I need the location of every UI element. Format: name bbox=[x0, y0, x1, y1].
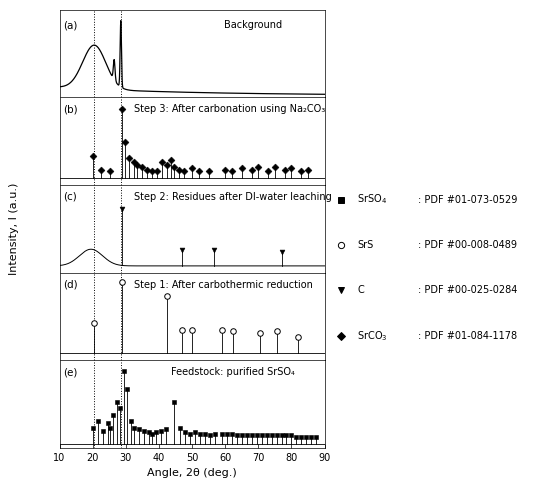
Text: SrS: SrS bbox=[357, 240, 373, 250]
Text: (e): (e) bbox=[63, 367, 78, 377]
Text: (d): (d) bbox=[63, 279, 78, 290]
Text: Step 3: After carbonation using Na₂CO₃: Step 3: After carbonation using Na₂CO₃ bbox=[134, 104, 325, 115]
Text: C: C bbox=[357, 285, 364, 296]
Text: : PDF #01-084-1178: : PDF #01-084-1178 bbox=[418, 331, 517, 341]
Text: (b): (b) bbox=[63, 104, 78, 115]
Text: SrCO$_3$: SrCO$_3$ bbox=[357, 329, 387, 343]
Text: Step 2: Residues after DI-water leaching: Step 2: Residues after DI-water leaching bbox=[134, 192, 332, 202]
X-axis label: Angle, 2θ (deg.): Angle, 2θ (deg.) bbox=[147, 468, 237, 478]
Text: SrSO$_4$: SrSO$_4$ bbox=[357, 193, 387, 207]
Text: (a): (a) bbox=[63, 20, 78, 31]
Text: (c): (c) bbox=[63, 192, 77, 202]
Text: Feedstock: purified SrSO₄: Feedstock: purified SrSO₄ bbox=[171, 367, 295, 377]
Text: Intensity, I (a.u.): Intensity, I (a.u.) bbox=[9, 183, 18, 275]
Text: Step 1: After carbothermic reduction: Step 1: After carbothermic reduction bbox=[134, 279, 313, 290]
Text: : PDF #00-025-0284: : PDF #00-025-0284 bbox=[418, 285, 517, 296]
Text: : PDF #01-073-0529: : PDF #01-073-0529 bbox=[418, 194, 517, 205]
Text: Background: Background bbox=[224, 20, 282, 31]
Text: : PDF #00-008-0489: : PDF #00-008-0489 bbox=[418, 240, 517, 250]
